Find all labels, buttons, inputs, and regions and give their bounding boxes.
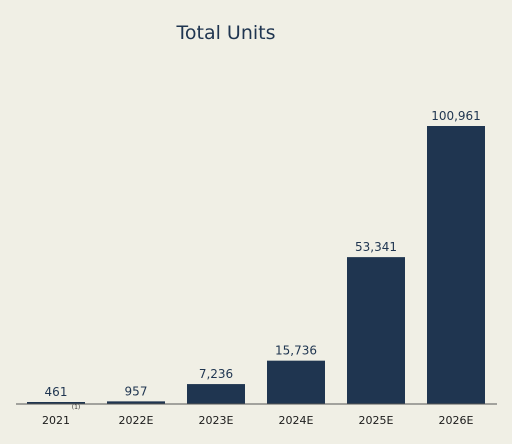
bar (187, 384, 245, 404)
bar (347, 257, 405, 404)
bar (267, 360, 325, 404)
x-tick-label: 2024E (279, 414, 314, 427)
bar (427, 126, 485, 404)
bar-value-label: 100,961 (431, 109, 481, 123)
x-tick-label: 2025E (359, 414, 394, 427)
bar-value-label: 53,341 (355, 240, 397, 254)
footnote-marker: (1) (72, 404, 81, 411)
bar-value-label: 957 (125, 384, 148, 398)
x-tick-label: 2021 (42, 414, 70, 427)
bar-value-label: 15,736 (275, 344, 317, 358)
bar-value-label: 461 (45, 385, 68, 399)
x-tick-label: 2026E (439, 414, 474, 427)
bar (107, 401, 165, 404)
bar (27, 402, 85, 404)
x-tick-label: 2022E (119, 414, 154, 427)
x-tick-label: 2023E (199, 414, 234, 427)
chart-title: Total Units (176, 22, 276, 44)
bar-value-label: 7,236 (199, 367, 233, 381)
